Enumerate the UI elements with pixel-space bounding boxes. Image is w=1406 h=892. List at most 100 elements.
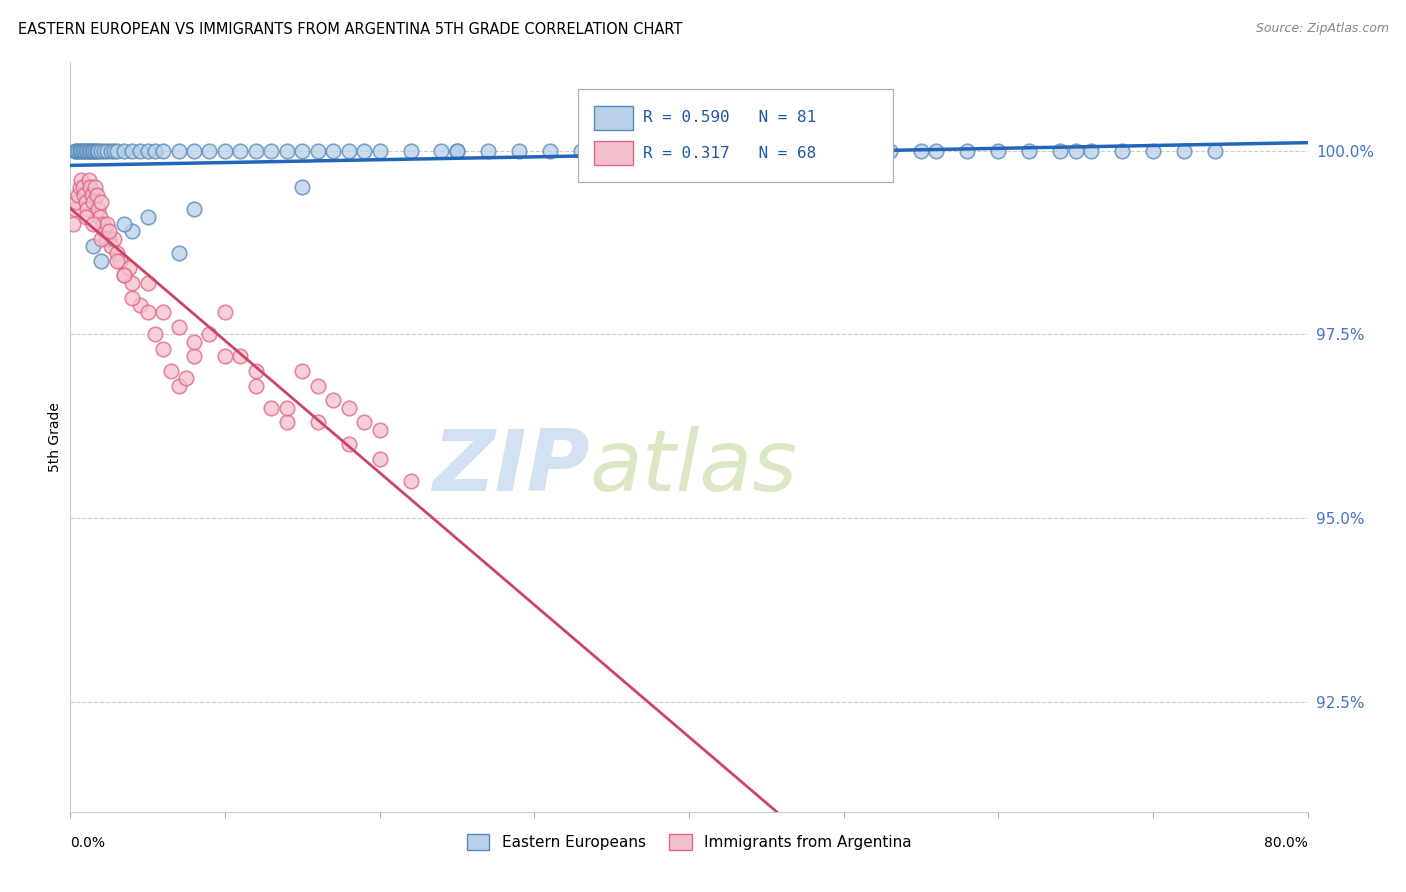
Point <box>430 144 453 158</box>
Point <box>160 364 183 378</box>
Point <box>322 393 344 408</box>
Point <box>98 232 120 246</box>
Point <box>136 144 159 158</box>
Point <box>662 144 685 158</box>
Y-axis label: 5th Grade: 5th Grade <box>48 402 62 472</box>
Point <box>245 364 267 378</box>
Point <box>121 276 143 290</box>
Bar <box>593 141 633 165</box>
Text: R = 0.317   N = 68: R = 0.317 N = 68 <box>643 145 817 161</box>
Point <box>1018 144 1040 158</box>
Text: EASTERN EUROPEAN VS IMMIGRANTS FROM ARGENTINA 5TH GRADE CORRELATION CHART: EASTERN EUROPEAN VS IMMIGRANTS FROM ARGE… <box>18 22 683 37</box>
Point <box>925 144 948 158</box>
Point <box>100 144 122 158</box>
Text: atlas: atlas <box>591 425 799 508</box>
Point <box>105 253 128 268</box>
Point <box>82 144 105 158</box>
Point <box>114 268 135 283</box>
Point <box>183 334 205 349</box>
Point <box>69 144 91 158</box>
Text: 80.0%: 80.0% <box>1264 836 1308 850</box>
Point <box>72 144 94 158</box>
Point <box>75 210 97 224</box>
Point <box>337 144 360 158</box>
Point <box>291 180 314 194</box>
Point <box>600 144 623 158</box>
Point <box>73 187 96 202</box>
Point <box>198 327 221 342</box>
Point <box>70 173 93 187</box>
Point <box>693 144 716 158</box>
Point <box>600 144 623 158</box>
Point <box>214 305 236 319</box>
Point <box>167 319 190 334</box>
Point <box>1173 144 1195 158</box>
Point <box>87 202 110 217</box>
Point <box>75 194 97 209</box>
Point <box>229 349 252 363</box>
Point <box>91 217 114 231</box>
Point <box>322 144 344 158</box>
Point <box>956 144 979 158</box>
Point <box>260 401 283 415</box>
Point <box>245 144 267 158</box>
Point <box>67 187 90 202</box>
Point <box>82 239 105 253</box>
Point <box>446 144 468 158</box>
Point <box>80 187 103 202</box>
Point <box>65 144 87 158</box>
Point <box>70 144 93 158</box>
Bar <box>593 106 633 130</box>
Point <box>229 144 252 158</box>
Point <box>183 349 205 363</box>
Point <box>1049 144 1071 158</box>
Point <box>276 144 298 158</box>
Point <box>136 305 159 319</box>
Point <box>167 246 190 260</box>
Point <box>86 144 108 158</box>
Point <box>87 144 110 158</box>
Point <box>129 144 152 158</box>
Point <box>631 144 654 158</box>
Point <box>276 401 298 415</box>
Point <box>368 423 391 437</box>
Point <box>174 371 197 385</box>
Point <box>987 144 1010 158</box>
Point <box>214 144 236 158</box>
Point <box>63 202 86 217</box>
Point <box>152 144 174 158</box>
Point <box>368 144 391 158</box>
Point <box>538 144 561 158</box>
Point <box>79 144 101 158</box>
Point <box>1064 144 1087 158</box>
Point <box>145 327 166 342</box>
Point <box>399 144 422 158</box>
Point <box>86 187 108 202</box>
Point <box>477 144 499 158</box>
Point <box>276 416 298 430</box>
Point <box>121 291 143 305</box>
Point <box>84 180 107 194</box>
Point <box>90 232 112 246</box>
Point <box>121 224 143 238</box>
Point <box>291 144 314 158</box>
Point <box>96 217 118 231</box>
Point <box>183 144 205 158</box>
Point <box>1204 144 1226 158</box>
Point <box>93 144 115 158</box>
Point <box>121 144 143 158</box>
Point <box>569 144 592 158</box>
Point <box>114 144 135 158</box>
Point <box>105 144 128 158</box>
Point <box>72 180 94 194</box>
Point <box>96 144 118 158</box>
Point <box>910 144 932 158</box>
Point <box>76 144 98 158</box>
Point <box>145 144 166 158</box>
Point <box>755 144 778 158</box>
Point <box>368 452 391 467</box>
Point <box>183 202 205 217</box>
Point <box>89 210 111 224</box>
Point <box>307 416 329 430</box>
Point <box>152 305 174 319</box>
